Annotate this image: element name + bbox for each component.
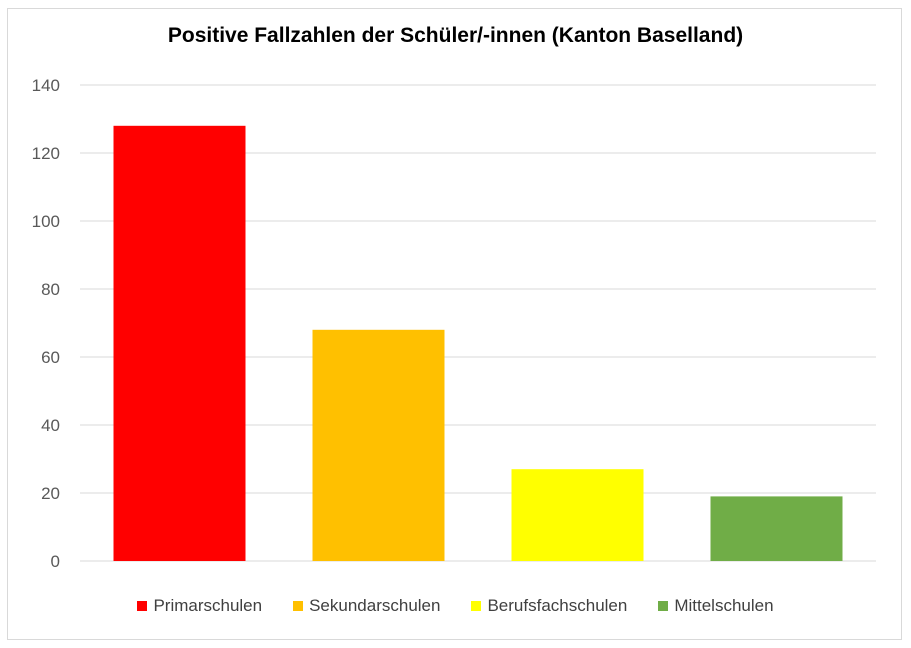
bar-primarschulen <box>113 125 246 562</box>
legend-swatch <box>293 601 304 611</box>
y-tick-label: 60 <box>41 348 60 367</box>
y-tick-label: 40 <box>41 416 60 435</box>
y-tick-label: 100 <box>32 212 60 231</box>
legend-item-mittelschulen: Mittelschulen <box>658 596 774 616</box>
y-tick-label: 0 <box>51 552 60 571</box>
bar-berufsfachschulen <box>511 469 644 561</box>
legend-item-primarschulen: Primarschulen <box>137 596 262 616</box>
legend-item-sekundarschulen: Sekundarschulen <box>293 596 440 616</box>
y-tick-label: 20 <box>41 484 60 503</box>
legend-item-berufsfachschulen: Berufsfachschulen <box>471 596 627 616</box>
legend-swatch <box>658 601 669 611</box>
legend-label: Mittelschulen <box>674 596 774 615</box>
legend-label: Primarschulen <box>153 596 263 615</box>
y-tick-label: 80 <box>41 280 60 299</box>
legend-label: Sekundarschulen <box>309 596 441 615</box>
y-axis-ticks: 0 20 40 60 80 100 120 140 <box>32 76 60 571</box>
bars <box>113 125 843 562</box>
legend-swatch <box>471 601 482 611</box>
legend-swatch <box>137 601 148 611</box>
legend-label: Berufsfachschulen <box>487 596 628 615</box>
y-tick-label: 120 <box>32 144 60 163</box>
y-tick-label: 140 <box>32 76 60 95</box>
bar-mittelschulen <box>710 496 843 561</box>
legend: Primarschulen Sekundarschulen Berufsfachsc… <box>0 596 911 616</box>
bar-sekundarschulen <box>312 329 445 561</box>
chart-title: Positive Fallzahlen der Schüler/-innen (… <box>167 24 744 47</box>
